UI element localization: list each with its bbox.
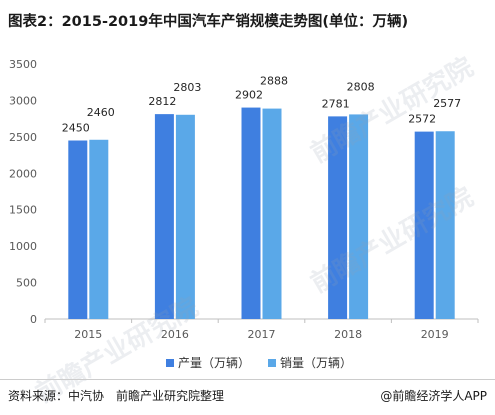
chart-title: 图表2：2015-2019年中国汽车产销规模走势图(单位：万辆) [8, 14, 409, 30]
data-label-sales: 2577 [433, 97, 461, 110]
bar-production [154, 114, 174, 319]
y-tick-label: 3000 [9, 94, 37, 107]
bar-production [414, 131, 434, 319]
data-label-sales: 2803 [173, 81, 201, 94]
legend-swatch-production [166, 358, 174, 367]
y-tick-label: 0 [30, 313, 37, 326]
bar-production [68, 140, 88, 319]
data-label-production: 2781 [322, 97, 350, 110]
bar-chart: 0 500 1000 1500 2000 2500 3000 3500 2015 2450 2460… [9, 58, 479, 341]
data-label-production: 2812 [148, 95, 176, 108]
y-tick-label: 500 [16, 277, 37, 290]
bar-sales [349, 114, 369, 319]
x-tick-label: 2019 [421, 328, 449, 341]
y-tick-label: 2000 [9, 167, 37, 180]
y-tick-label: 1500 [9, 204, 37, 217]
data-label-production: 2902 [235, 89, 263, 102]
legend-item-production: 产量（万辆） [166, 354, 250, 371]
data-label-production: 2572 [408, 113, 436, 126]
brand-credit: @前瞻经济学人APP [380, 387, 487, 404]
legend-item-sales: 销量（万辆） [268, 354, 352, 371]
bar-production [328, 116, 348, 320]
bar-sales [175, 114, 195, 319]
legend-label-sales: 销量（万辆） [280, 356, 353, 370]
x-tick-label: 2015 [74, 328, 102, 341]
x-tick-label: 2016 [161, 328, 189, 341]
legend-label-production: 产量（万辆） [178, 356, 251, 370]
y-tick-label: 3500 [9, 58, 37, 71]
x-tick-label: 2017 [248, 328, 276, 341]
footer-divider [0, 379, 495, 380]
y-tick-label: 1000 [9, 240, 37, 253]
data-label-sales: 2888 [260, 75, 288, 88]
chart-legend: 产量（万辆） 销量（万辆） [166, 354, 352, 371]
source-note: 资料来源：中汽协 前瞻产业研究院整理 [8, 389, 225, 403]
data-label-sales: 2808 [347, 80, 375, 93]
legend-swatch-sales [268, 358, 277, 367]
y-tick-label: 2500 [9, 131, 37, 144]
bar-sales [89, 139, 109, 319]
brand-text: @前瞻经济学人APP [380, 389, 487, 403]
bar-sales [435, 131, 455, 319]
bar-sales [262, 108, 282, 320]
x-tick-label: 2018 [334, 328, 362, 341]
data-label-sales: 2460 [87, 106, 115, 119]
bar-production [241, 107, 261, 319]
data-label-production: 2450 [62, 122, 90, 135]
